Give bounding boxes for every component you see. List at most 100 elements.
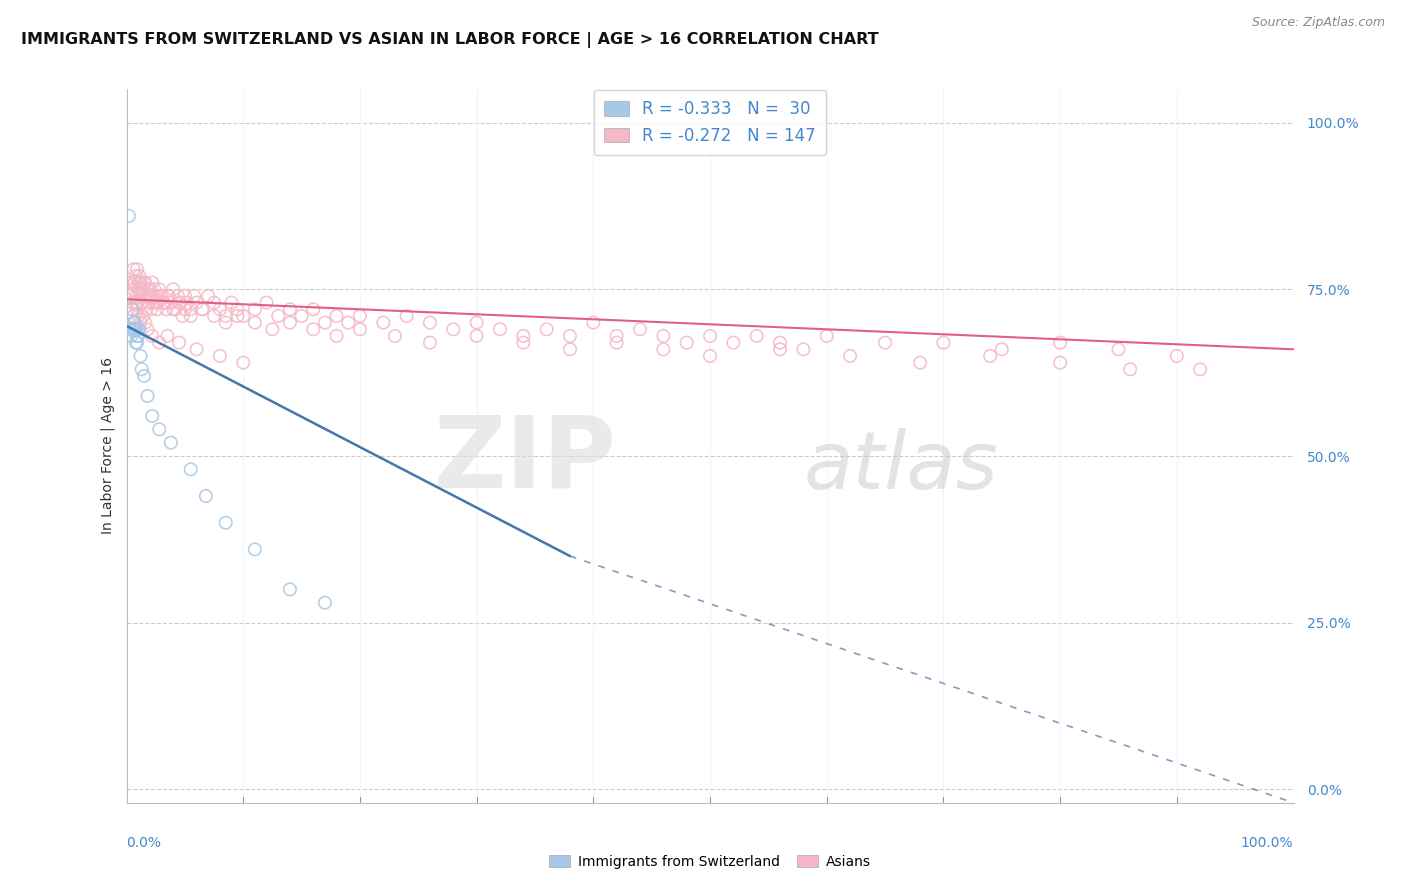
Point	[135, 302, 157, 317]
Point	[278, 582, 301, 597]
Point	[160, 295, 183, 310]
Point	[118, 289, 141, 303]
Point	[127, 322, 149, 336]
Point	[278, 316, 301, 330]
Point	[148, 289, 170, 303]
Point	[167, 289, 190, 303]
Point	[1049, 356, 1071, 370]
Point	[395, 309, 418, 323]
Point	[215, 309, 238, 323]
Point	[125, 295, 148, 310]
Point	[167, 295, 190, 310]
Point	[124, 322, 146, 336]
Point	[157, 289, 180, 303]
Point	[139, 282, 162, 296]
Point	[131, 282, 153, 296]
Point	[221, 295, 243, 310]
Point	[128, 268, 150, 283]
Point	[136, 282, 159, 296]
Point	[875, 335, 897, 350]
Point	[699, 329, 721, 343]
Point	[167, 335, 190, 350]
Point	[675, 335, 697, 350]
Point	[145, 289, 167, 303]
Point	[120, 329, 142, 343]
Point	[138, 295, 160, 310]
Point	[1049, 335, 1071, 350]
Text: 100.0%: 100.0%	[1241, 836, 1294, 850]
Point	[226, 309, 249, 323]
Point	[815, 329, 838, 343]
Point	[290, 309, 312, 323]
Point	[325, 309, 347, 323]
Point	[122, 309, 145, 323]
Point	[125, 322, 148, 336]
Point	[384, 329, 406, 343]
Point	[536, 322, 558, 336]
Point	[136, 389, 159, 403]
Point	[139, 289, 162, 303]
Point	[489, 322, 512, 336]
Point	[180, 302, 202, 317]
Point	[302, 302, 325, 317]
Point	[129, 349, 152, 363]
Point	[141, 289, 163, 303]
Point	[132, 309, 155, 323]
Point	[176, 295, 198, 310]
Point	[512, 329, 534, 343]
Point	[628, 322, 651, 336]
Legend: R = -0.333   N =  30, R = -0.272   N = 147: R = -0.333 N = 30, R = -0.272 N = 147	[595, 90, 825, 154]
Point	[124, 316, 146, 330]
Point	[157, 289, 180, 303]
Point	[134, 276, 156, 290]
Point	[652, 329, 675, 343]
Point	[124, 316, 146, 330]
Point	[150, 289, 173, 303]
Point	[183, 289, 205, 303]
Point	[129, 316, 152, 330]
Point	[990, 343, 1012, 357]
Point	[162, 302, 184, 317]
Point	[125, 262, 148, 277]
Point	[136, 322, 159, 336]
Point	[558, 343, 581, 357]
Point	[180, 462, 202, 476]
Point	[118, 322, 141, 336]
Point	[243, 542, 266, 557]
Point	[215, 316, 238, 330]
Point	[180, 309, 202, 323]
Point	[134, 316, 156, 330]
Point	[232, 356, 254, 370]
Point	[302, 322, 325, 336]
Point	[226, 302, 249, 317]
Point	[128, 322, 150, 336]
Point	[606, 335, 628, 350]
Point	[267, 309, 290, 323]
Point	[278, 302, 301, 317]
Point	[191, 302, 214, 317]
Point	[162, 282, 184, 296]
Point	[337, 316, 360, 330]
Point	[465, 316, 488, 330]
Y-axis label: In Labor Force | Age > 16: In Labor Force | Age > 16	[101, 358, 115, 534]
Point	[136, 289, 159, 303]
Text: atlas: atlas	[803, 428, 998, 507]
Point	[208, 349, 231, 363]
Point	[349, 309, 371, 323]
Point	[979, 349, 1001, 363]
Point	[186, 295, 208, 310]
Point	[125, 295, 148, 310]
Point	[373, 316, 395, 330]
Point	[118, 209, 141, 223]
Point	[131, 362, 153, 376]
Point	[132, 282, 155, 296]
Point	[156, 329, 179, 343]
Point	[132, 368, 155, 383]
Point	[141, 276, 163, 290]
Point	[723, 335, 745, 350]
Point	[121, 295, 143, 310]
Point	[215, 516, 238, 530]
Point	[191, 302, 214, 317]
Point	[243, 302, 266, 317]
Point	[143, 282, 166, 296]
